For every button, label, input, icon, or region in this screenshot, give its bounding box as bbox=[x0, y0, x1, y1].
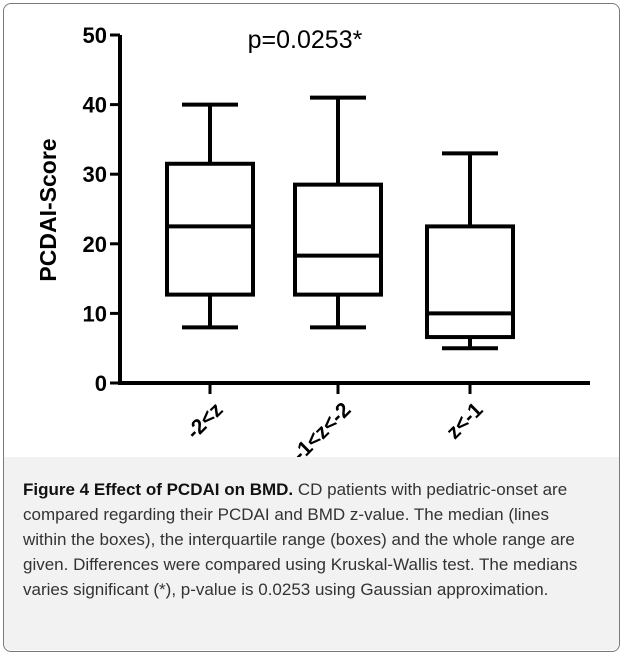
interquartile-box bbox=[425, 224, 515, 340]
box-1 bbox=[165, 102, 255, 330]
interquartile-box bbox=[293, 182, 383, 297]
y-tick-label: 0 bbox=[95, 371, 107, 396]
y-tick-label: 30 bbox=[83, 162, 107, 187]
y-tick-label: 40 bbox=[83, 93, 107, 118]
caption-figure-label: Figure 4 bbox=[23, 480, 90, 499]
x-tick-label: z<-1 bbox=[442, 398, 488, 444]
box-plot-chart: PCDAI-Score p=0.0253* 0 10 20 30 40 50 -2<z -1<… bbox=[35, 23, 590, 460]
x-tick-label: -1<z<-2 bbox=[288, 398, 355, 460]
caption-text: CD patients with pediatric-onset are com… bbox=[23, 480, 578, 599]
box-2 bbox=[293, 95, 383, 330]
y-axis-label: PCDAI-Score bbox=[35, 138, 61, 281]
x-tick-label: -2<z bbox=[182, 398, 228, 444]
figure-caption: Figure 4 Effect of PCDAI on BMD. CD pati… bbox=[4, 457, 619, 650]
interquartile-box bbox=[165, 161, 255, 297]
p-value-annotation: p=0.0253* bbox=[248, 26, 363, 54]
caption-figure-title: Effect of PCDAI on BMD. bbox=[93, 480, 294, 499]
y-tick-label: 10 bbox=[83, 301, 107, 326]
boxes bbox=[165, 95, 515, 351]
box-3 bbox=[425, 151, 515, 351]
y-tick-label: 20 bbox=[83, 232, 107, 257]
y-tick-label: 50 bbox=[83, 23, 107, 48]
